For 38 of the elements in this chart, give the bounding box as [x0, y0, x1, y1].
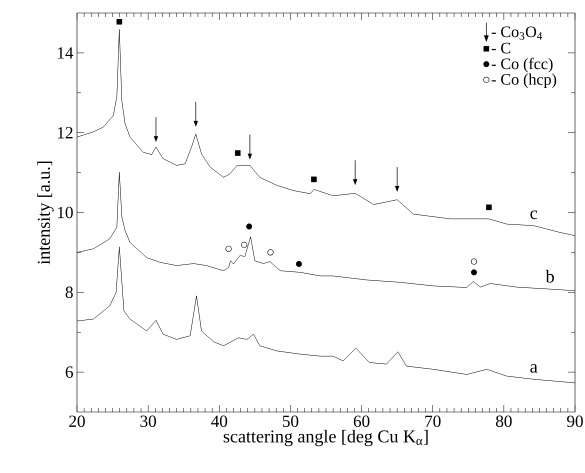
- legend-label: - Co$_{3}$O$_{4}$: [492, 26, 542, 40]
- point: [234, 150, 241, 156]
- series-label: c: [530, 210, 538, 220]
- point: [248, 154, 252, 160]
- x-axis-title: scattering angle [deg Cu K$_{α}$]: [224, 430, 428, 446]
- x-tick-label: 60: [354, 416, 370, 427]
- x-tick-label: 40: [211, 416, 228, 427]
- y-tick-label: 8: [66, 286, 73, 298]
- y-tick-label: 6: [66, 366, 73, 378]
- point: [225, 246, 232, 252]
- y-tick-label: 12: [58, 127, 73, 138]
- point: [352, 179, 358, 186]
- legend-label: - C: [492, 42, 510, 54]
- point: [241, 242, 248, 248]
- x-tick-label: 70: [425, 416, 441, 427]
- y-axis-title: intensity [a.u.]: [37, 162, 54, 264]
- point: [394, 186, 400, 192]
- legend-label: - Co (hcp): [492, 74, 556, 88]
- point: [486, 204, 492, 210]
- point: [470, 258, 478, 265]
- point: [154, 136, 158, 142]
- x-tick-label: 50: [282, 416, 298, 427]
- x-tick-label: 80: [496, 416, 512, 427]
- point: [246, 223, 252, 230]
- point: [296, 260, 302, 267]
- point: [267, 249, 274, 256]
- point: [194, 120, 198, 127]
- point: [470, 269, 477, 276]
- point: [311, 176, 317, 182]
- x-tick-label: 20: [69, 416, 85, 427]
- y-tick-label: 14: [58, 47, 74, 59]
- x-tick-label: 30: [140, 416, 156, 427]
- legend-label: - Co (fcc): [492, 58, 553, 72]
- x-tick-label: 90: [567, 416, 583, 427]
- point: [116, 18, 122, 25]
- series-label: b: [546, 270, 554, 283]
- y-tick-label: 10: [58, 206, 73, 218]
- series-label: a: [530, 364, 538, 373]
